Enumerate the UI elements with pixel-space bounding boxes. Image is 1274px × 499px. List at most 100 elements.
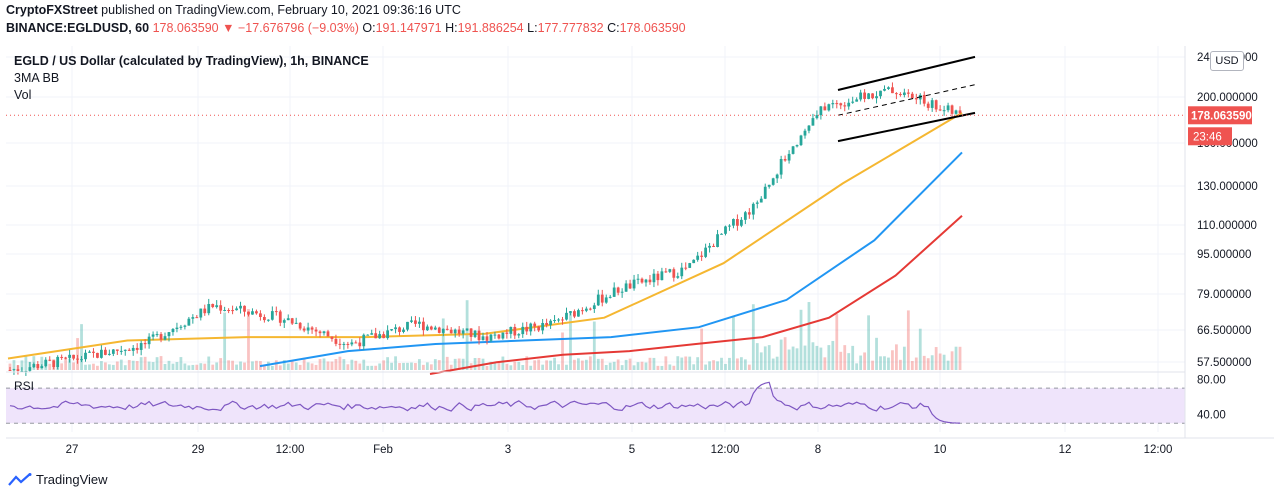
candle-body: [489, 334, 493, 341]
volume-bar: [298, 364, 302, 370]
volume-bar: [127, 359, 131, 370]
candle-body: [887, 87, 890, 89]
volume-bar: [739, 357, 743, 370]
candle-body: [736, 219, 739, 226]
candle-body: [553, 320, 556, 322]
tradingview-branding[interactable]: TradingView: [8, 472, 108, 487]
author-name[interactable]: CryptoFXStreet: [6, 3, 98, 17]
volume-bar: [632, 365, 636, 370]
candle-body: [56, 356, 60, 367]
candle-body: [612, 287, 616, 297]
time-axis-label: Feb: [373, 444, 393, 456]
candle-body: [672, 269, 676, 278]
candle-body: [938, 109, 942, 111]
currency-button[interactable]: USD: [1210, 51, 1244, 71]
candle-body: [652, 273, 656, 283]
candle-body: [151, 334, 155, 337]
volume-bar: [839, 351, 843, 370]
candle-body: [902, 92, 906, 96]
candle-body: [592, 305, 596, 310]
volume-bar: [421, 364, 425, 370]
indicator-3ma-bb[interactable]: 3MA BB: [14, 71, 60, 85]
candle-body: [656, 273, 660, 281]
price-axis-label: 79.000000: [1197, 289, 1251, 301]
volume-bar: [624, 359, 628, 370]
publish-text: published on TradingView.com, February 1…: [97, 3, 461, 17]
candle-body: [847, 102, 851, 107]
candle-body: [286, 318, 290, 321]
moving-averages: [7, 112, 963, 375]
candle-body: [942, 110, 946, 112]
indicator-vol[interactable]: Vol: [14, 88, 32, 102]
volume-bar: [461, 358, 465, 370]
volume-bar: [123, 365, 127, 370]
candle-body: [346, 343, 350, 345]
volume-bar: [143, 356, 147, 370]
candle-body: [481, 336, 485, 341]
volume-bar: [425, 362, 429, 370]
volume-bar: [604, 364, 608, 370]
tradingview-logo-text: TradingView: [36, 472, 108, 487]
candle-body: [175, 327, 179, 329]
publish-info: CryptoFXStreet published on TradingView.…: [6, 3, 461, 17]
time-axis-label: 12:00: [276, 444, 305, 456]
candle-body: [425, 326, 429, 331]
volume-bar: [84, 364, 87, 370]
volume-bar: [382, 360, 386, 370]
candle-body: [580, 310, 584, 312]
open-value: 191.147971: [375, 21, 442, 35]
volume-bar: [151, 362, 155, 370]
volume-bar: [96, 365, 99, 370]
candle-body: [398, 327, 401, 332]
candle-body: [958, 110, 962, 114]
candle-body: [159, 334, 163, 340]
last-price-tag-text: 178.063590: [1191, 110, 1252, 122]
volume-bar: [807, 302, 811, 370]
low-value: 177.777832: [537, 21, 604, 35]
candle-body: [867, 93, 870, 99]
candle-body: [100, 349, 103, 358]
volume-bar: [195, 364, 199, 370]
candle-body: [111, 349, 115, 354]
rsi-band: [6, 388, 1185, 424]
channel-upper-line: [837, 55, 976, 91]
volume-bar: [851, 345, 855, 370]
volume-bar: [871, 360, 874, 370]
volume-bar: [449, 364, 453, 370]
volume-bar: [910, 360, 914, 370]
volume-bar: [668, 364, 672, 370]
price-value: 178.063590: [152, 21, 219, 35]
moving-average-line: [7, 112, 963, 360]
candle-body: [266, 319, 270, 321]
ohlc-bar: BINANCE:EGLDUSD, 60 178.063590 ▼ −17.676…: [6, 21, 686, 35]
candle-body: [270, 311, 274, 320]
rsi-label[interactable]: RSI: [14, 379, 35, 393]
countdown-tag-text: 23:46: [1193, 131, 1222, 143]
candle-body: [143, 343, 147, 345]
candle-body: [509, 326, 513, 334]
candle-body: [191, 317, 195, 319]
volume-bar: [954, 346, 958, 370]
candle-body: [620, 291, 624, 293]
volume-bar: [644, 362, 648, 370]
candle-body: [115, 349, 119, 351]
candle-body: [763, 186, 767, 199]
candle-body: [123, 349, 127, 351]
volume-bar: [887, 357, 890, 370]
price-axis-label: 95.000000: [1197, 249, 1251, 261]
volume-bar: [64, 358, 68, 370]
volume-bar: [318, 359, 322, 370]
volume-bar: [103, 362, 107, 370]
volume-bar: [843, 345, 847, 370]
candle-body: [338, 343, 342, 345]
volume-bar: [584, 359, 588, 370]
candle-body: [596, 294, 600, 306]
time-axis-label: 27: [66, 444, 79, 456]
candle-body: [898, 94, 902, 96]
volume-bar: [211, 364, 215, 370]
volume-bar: [906, 310, 910, 370]
volume-bar: [755, 343, 759, 370]
time-axis-label: 8: [815, 444, 821, 456]
volume-bar: [831, 340, 835, 370]
